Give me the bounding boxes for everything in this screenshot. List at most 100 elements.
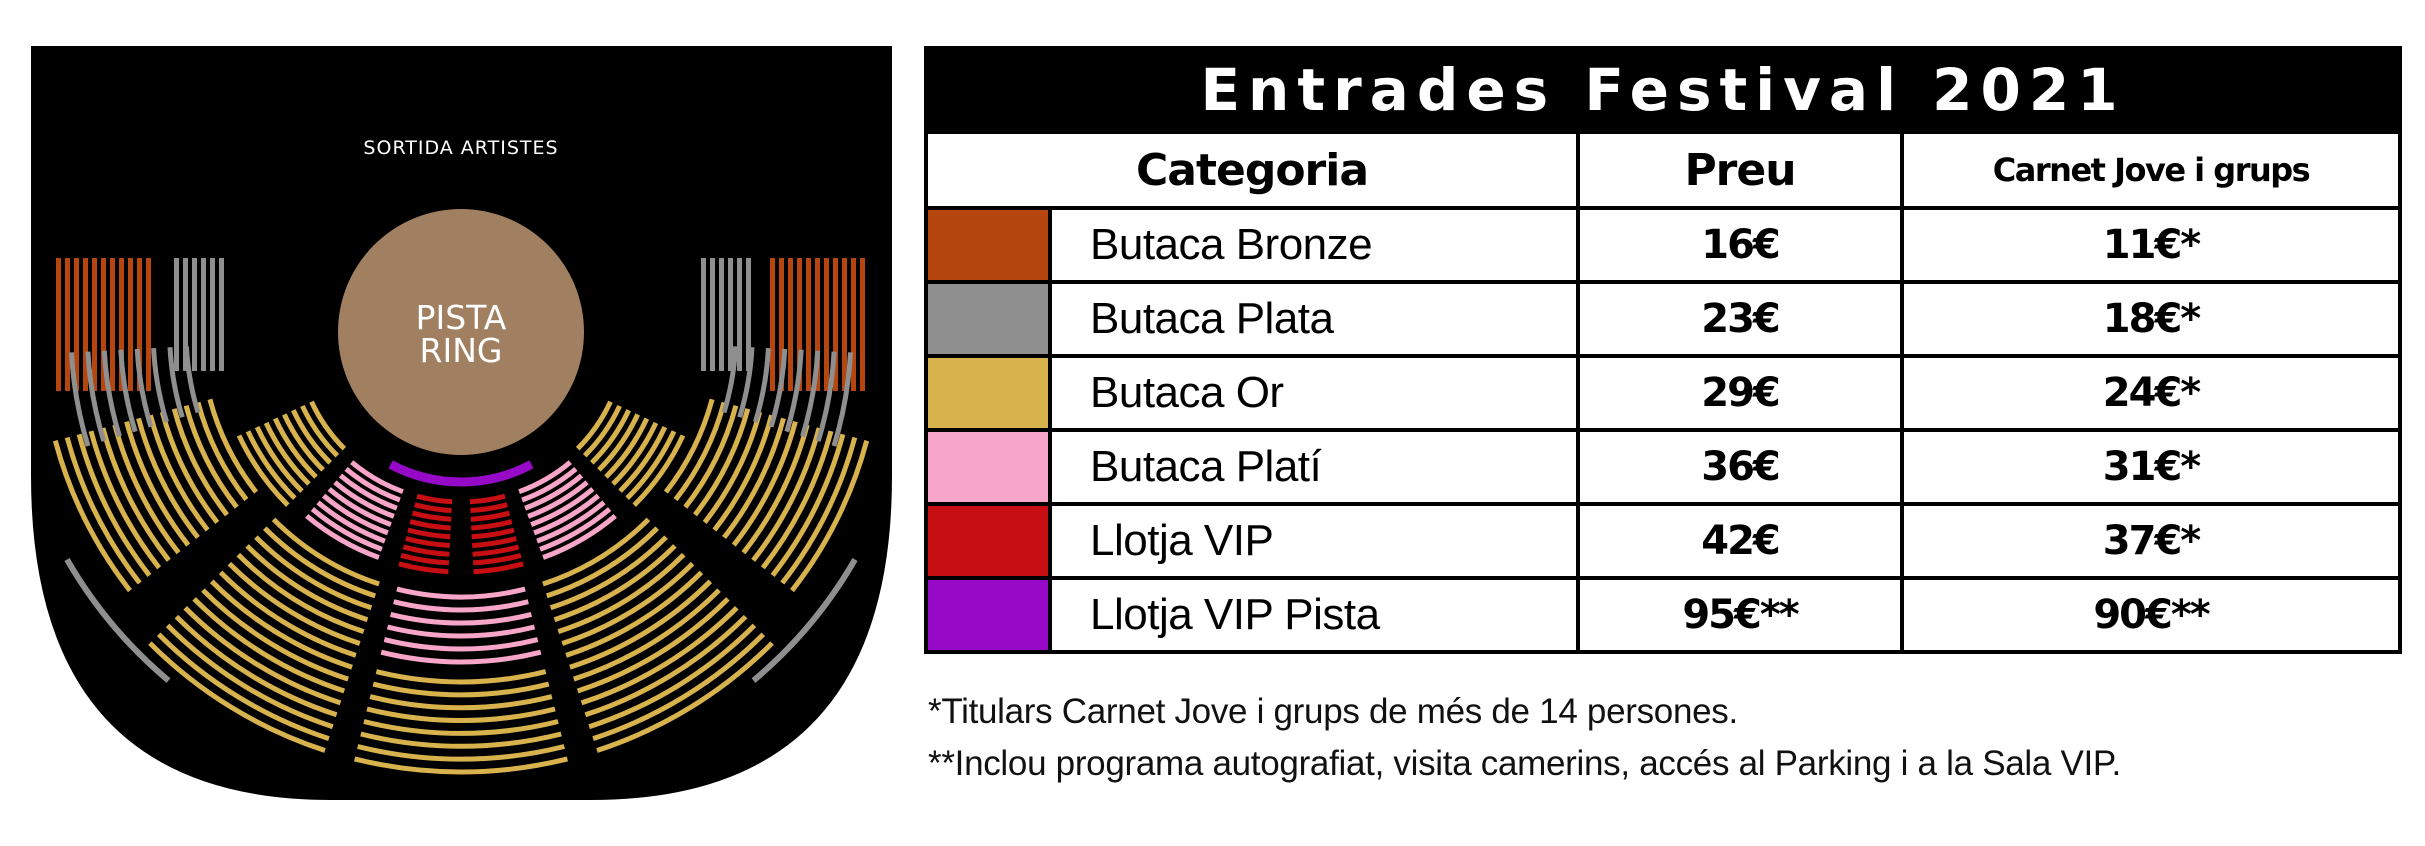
seat-row-silver: [192, 258, 197, 371]
seat-row-gold: [702, 411, 763, 524]
seat-row-bronze: [110, 258, 115, 391]
seat-row-gold: [580, 606, 739, 706]
seat-row-platinum: [316, 500, 386, 544]
price-cell: 95€**: [1576, 576, 1904, 654]
table-row: Butaca Plata 23€ 18€*: [924, 280, 2403, 358]
seat-row-platinum: [333, 480, 395, 519]
seat-row-gold: [663, 398, 715, 494]
seat-row-bronze: [842, 258, 847, 391]
table-row: Butaca Or 29€ 24€*: [924, 354, 2403, 432]
ring-label-pista: PISTA: [416, 298, 507, 337]
seat-row-gold: [271, 517, 380, 587]
category-name: Butaca Or: [1048, 354, 1580, 432]
seat-row-silver: [701, 258, 706, 371]
seat-row-silver: [69, 352, 91, 447]
seat-row-platinum: [518, 460, 572, 495]
seat-row-vip: [472, 536, 517, 548]
seat-row-bronze: [146, 258, 151, 391]
category-name: Butaca Plata: [1048, 280, 1580, 358]
seat-blocks: [52, 258, 870, 775]
seat-row-gold: [236, 552, 365, 634]
seat-row-vip: [471, 527, 515, 540]
seat-row-vip: [407, 527, 451, 540]
seat-row-silver: [746, 258, 751, 371]
seat-row-silver: [737, 258, 742, 371]
seat-row-gold: [236, 434, 290, 507]
seat-row-silver: [728, 258, 733, 371]
color-swatch: [924, 502, 1052, 580]
seat-row-silver: [721, 346, 739, 414]
seat-row-gold: [174, 614, 338, 718]
seat-row-gold: [683, 405, 739, 509]
seat-row-gold: [760, 430, 834, 570]
seat-row-gold: [282, 413, 325, 472]
seat-row-gold: [592, 632, 766, 741]
seat-row-gold: [751, 427, 822, 562]
seating-map: SORTIDA ARTISTES PISTA RING: [31, 46, 892, 800]
seat-row-gold: [245, 430, 297, 500]
seat-row-vip: [471, 519, 513, 531]
seat-row-gold: [263, 421, 311, 486]
table-title: Entrades Festival 2021: [923, 46, 2403, 134]
seat-row-bronze: [56, 258, 61, 391]
seat-row-silver: [134, 348, 154, 428]
seat-row-gold: [576, 597, 730, 694]
seat-row-gold: [156, 632, 330, 741]
seat-row-silver: [183, 258, 188, 371]
seat-row-gold: [596, 641, 774, 753]
seat-row-vip: [405, 536, 450, 548]
seat-row-silver: [831, 352, 853, 447]
seat-row-platinum: [327, 487, 392, 527]
seat-row-bronze: [770, 258, 775, 391]
seat-row-silver: [737, 347, 755, 418]
seat-row-gold: [712, 414, 775, 532]
seat-row-gold: [245, 544, 369, 623]
seat-row-gold: [557, 552, 686, 634]
seat-row-silver: [210, 258, 215, 371]
seat-row-gold: [611, 421, 659, 486]
seat-row-gold: [52, 440, 132, 593]
seat-row-bronze: [83, 258, 88, 391]
seat-row-gold: [565, 570, 704, 658]
seat-row-gold: [124, 420, 191, 547]
header-price: Preu: [1576, 130, 1904, 210]
table-row: Llotja VIP Pista 95€** 90€**: [924, 576, 2403, 654]
seat-row-gold: [100, 427, 171, 562]
seat-row-platinum: [521, 466, 578, 503]
seat-row-platinum: [321, 493, 389, 536]
seat-row-gold: [254, 535, 373, 611]
seat-row-gold: [192, 597, 346, 694]
seat-row-gold: [549, 535, 668, 611]
seat-row-silver: [183, 346, 201, 414]
discount-price-cell: 24€*: [1899, 354, 2403, 432]
seat-row-bronze: [137, 258, 142, 391]
seat-row-gold: [590, 409, 631, 465]
seat-row-silver: [174, 258, 179, 371]
seat-row-bronze: [128, 258, 133, 391]
seat-row-bronze: [797, 258, 802, 391]
seat-row-silver: [751, 558, 858, 683]
seat-row-gold: [360, 731, 562, 749]
seat-row-gold: [369, 694, 553, 711]
discount-price-cell: 31€*: [1899, 428, 2403, 506]
category-name: Llotja VIP Pista: [1048, 576, 1580, 654]
seat-row-vip: [470, 502, 508, 513]
price-cell: 16€: [1576, 206, 1904, 284]
discount-price-cell: 37€*: [1899, 502, 2403, 580]
seat-row-platinum: [383, 637, 539, 652]
seat-row-bronze: [833, 258, 838, 391]
seat-row-silver: [784, 349, 804, 433]
seat-row-vip: [473, 561, 524, 575]
seat-row-silver: [201, 258, 206, 371]
table-header-row: Categoria Preu Carnet Jove i grups: [924, 130, 2403, 210]
seat-row-platinum: [305, 513, 380, 560]
seat-row-gold: [357, 744, 565, 762]
seat-row-gold: [693, 408, 751, 517]
category-name: Butaca Platí: [1048, 428, 1580, 506]
discount-price-cell: 11€*: [1899, 206, 2403, 284]
table-row: Butaca Platí 36€ 31€*: [924, 428, 2403, 506]
seat-row-gold: [372, 681, 550, 698]
seat-row-silver: [710, 258, 715, 371]
seat-row-bronze: [92, 258, 97, 391]
seat-row-gold: [148, 641, 326, 753]
